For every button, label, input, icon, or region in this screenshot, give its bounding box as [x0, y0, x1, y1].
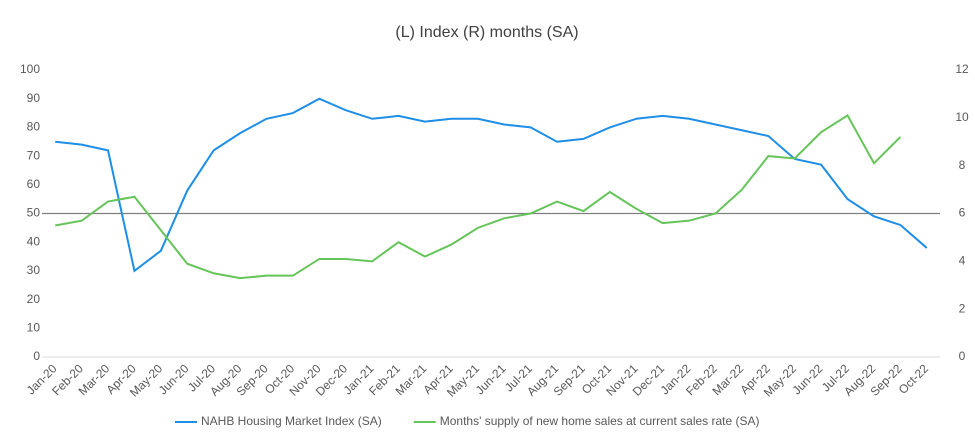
y2-tick-label: 4 [959, 254, 966, 268]
y-tick-label: 20 [27, 292, 41, 306]
y2-tick-label: 0 [959, 349, 966, 363]
series-line [55, 114, 902, 280]
y-tick-label: 60 [27, 177, 41, 191]
y-tick-label: 30 [27, 263, 41, 277]
y2-tick-label: 6 [959, 206, 966, 220]
legend-label: Months' supply of new home sales at curr… [440, 414, 760, 428]
y-tick-label: 40 [27, 234, 41, 248]
series-line [55, 97, 928, 273]
y-tick-label: 100 [20, 62, 40, 76]
y-tick-label: 10 [27, 320, 41, 334]
x-tick-label: Oct-22 [896, 361, 932, 397]
chart-title: (L) Index (R) months (SA) [395, 24, 578, 41]
y2-tick-label: 2 [959, 301, 966, 315]
y2-tick-label: 10 [955, 110, 969, 124]
y2-tick-label: 12 [955, 62, 969, 76]
y2-tick-label: 8 [959, 158, 966, 172]
legend-label: NAHB Housing Market Index (SA) [201, 414, 382, 428]
x-tick-label: Jun-22 [790, 361, 826, 397]
y-tick-label: 0 [33, 349, 40, 363]
y-tick-label: 80 [27, 120, 41, 134]
x-tick-label: Jun-21 [473, 361, 509, 397]
y-tick-label: 50 [27, 206, 41, 220]
y-tick-label: 90 [27, 91, 41, 105]
x-tick-label: Jun-20 [156, 361, 192, 397]
y-tick-label: 70 [27, 148, 41, 162]
